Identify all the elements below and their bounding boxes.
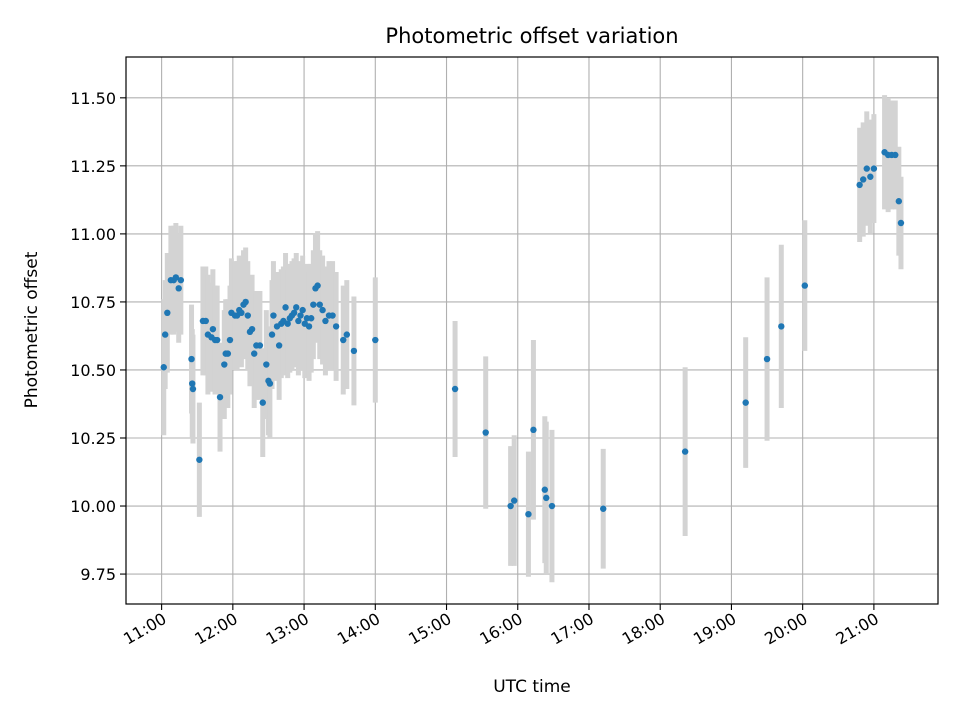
data-point bbox=[293, 304, 300, 311]
data-point bbox=[314, 282, 321, 289]
data-point bbox=[329, 312, 336, 319]
data-point bbox=[282, 304, 289, 311]
y-tick-label: 10.75 bbox=[70, 293, 116, 312]
data-point bbox=[863, 165, 870, 172]
data-point bbox=[256, 342, 264, 349]
data-point bbox=[801, 282, 809, 289]
x-axis-label: UTC time bbox=[493, 677, 571, 697]
data-point bbox=[316, 301, 323, 308]
data-point bbox=[160, 364, 167, 371]
data-point bbox=[870, 165, 878, 172]
data-point bbox=[307, 315, 315, 322]
data-point bbox=[350, 347, 358, 355]
data-point bbox=[263, 361, 270, 368]
data-point bbox=[290, 309, 298, 317]
data-point bbox=[244, 312, 251, 319]
data-point bbox=[189, 380, 196, 387]
data-point bbox=[541, 486, 549, 493]
data-point bbox=[221, 361, 228, 368]
data-point bbox=[251, 350, 258, 357]
data-point bbox=[209, 325, 217, 333]
data-point bbox=[525, 510, 532, 518]
y-tick-label: 10.00 bbox=[70, 497, 116, 516]
data-point bbox=[284, 320, 291, 327]
data-point bbox=[172, 274, 180, 281]
data-point bbox=[266, 380, 274, 387]
data-point bbox=[248, 325, 256, 333]
y-tick-label: 11.00 bbox=[70, 225, 116, 244]
data-point bbox=[543, 494, 550, 502]
data-point bbox=[310, 301, 317, 308]
plot-frame bbox=[125, 56, 939, 605]
data-point bbox=[175, 285, 182, 292]
data-point bbox=[188, 355, 195, 363]
data-point bbox=[451, 385, 459, 393]
data-point bbox=[895, 198, 903, 205]
y-tick-label: 11.50 bbox=[70, 89, 116, 108]
y-tick-label: 9.75 bbox=[80, 565, 116, 584]
y-axis: 9.75 10.00 10.25 10.50 10.75 11.00 11.25 11.50 bbox=[70, 89, 126, 584]
data-point bbox=[600, 505, 607, 512]
data-point bbox=[161, 331, 169, 338]
data-point bbox=[867, 173, 874, 180]
data-point bbox=[530, 426, 537, 434]
y-tick-label: 11.25 bbox=[70, 157, 116, 176]
data-point bbox=[202, 317, 209, 325]
data-point bbox=[322, 317, 329, 325]
data-point bbox=[343, 331, 351, 338]
data-point bbox=[259, 399, 266, 406]
data-point bbox=[340, 336, 347, 344]
data-point bbox=[892, 151, 899, 159]
data-point bbox=[297, 312, 304, 319]
data-point bbox=[507, 502, 514, 510]
data-point bbox=[860, 176, 867, 183]
data-point bbox=[216, 393, 224, 401]
data-point bbox=[778, 323, 785, 330]
y-tick-label: 10.25 bbox=[70, 429, 116, 448]
data-point bbox=[548, 502, 556, 510]
data-point bbox=[856, 181, 863, 189]
data-point bbox=[242, 298, 249, 306]
data-point bbox=[295, 317, 302, 325]
data-point bbox=[275, 342, 283, 349]
data-point bbox=[319, 306, 326, 314]
y-axis-label: Photometric offset bbox=[22, 251, 42, 408]
data-point bbox=[268, 331, 276, 338]
data-point bbox=[482, 429, 489, 436]
data-point bbox=[305, 323, 313, 330]
data-point bbox=[510, 497, 518, 504]
data-point bbox=[763, 355, 771, 363]
data-point bbox=[372, 336, 379, 344]
data-point bbox=[177, 276, 185, 284]
data-point bbox=[238, 309, 245, 317]
data-point bbox=[196, 456, 203, 463]
data-point bbox=[270, 312, 277, 319]
data-point bbox=[332, 323, 340, 330]
data-point bbox=[213, 336, 221, 344]
point-layer bbox=[160, 149, 905, 518]
data-point bbox=[681, 448, 689, 455]
y-tick-label: 10.50 bbox=[70, 361, 116, 380]
data-point bbox=[226, 336, 234, 344]
data-point bbox=[742, 399, 749, 406]
chart-title: Photometric offset variation bbox=[385, 24, 678, 48]
data-point bbox=[299, 306, 306, 314]
data-point bbox=[189, 385, 197, 393]
data-point bbox=[224, 350, 232, 357]
data-point bbox=[164, 309, 171, 317]
data-point bbox=[897, 219, 905, 227]
